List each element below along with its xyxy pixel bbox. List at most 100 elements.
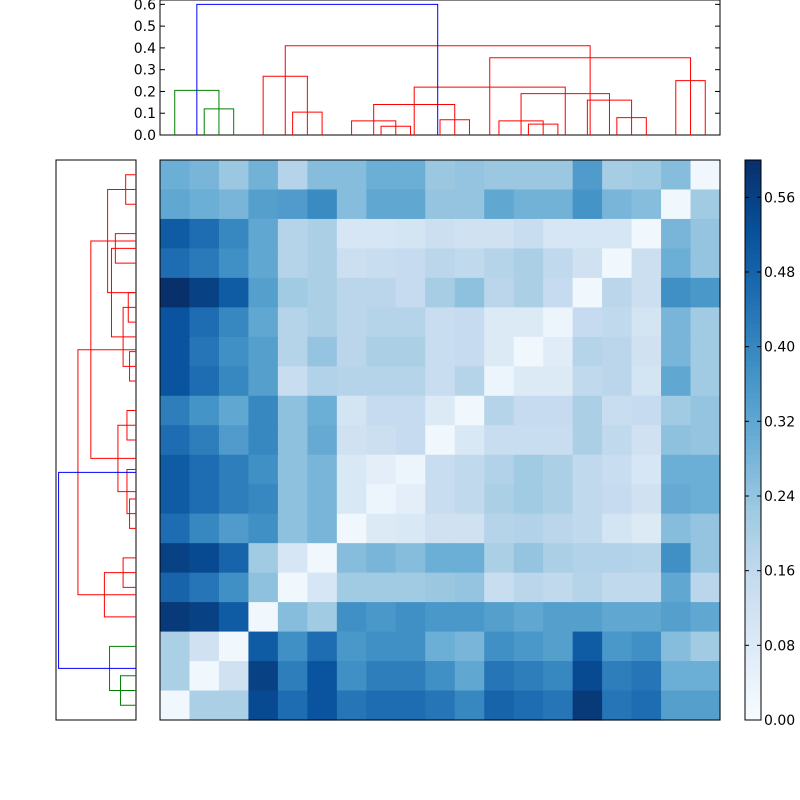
heatmap-cell <box>572 690 603 721</box>
colorbar-tick-label: 0.00 <box>764 713 795 729</box>
heatmap-cell <box>336 395 367 426</box>
heatmap-cell <box>248 661 279 692</box>
heatmap-cell <box>248 277 279 308</box>
y-tick-label: 0.2 <box>134 84 156 100</box>
heatmap-cell <box>454 189 485 220</box>
heatmap-cell <box>661 160 692 191</box>
heatmap-cell <box>366 366 397 397</box>
colorbar-swatch <box>745 360 761 366</box>
heatmap-cell <box>513 366 544 397</box>
heatmap-cell <box>484 661 515 692</box>
colorbar-swatch <box>745 183 761 189</box>
heatmap-cell <box>454 484 485 515</box>
heatmap-cell <box>661 690 692 721</box>
heatmap-cell <box>366 160 397 191</box>
heatmap-cell <box>248 248 279 279</box>
heatmap-cell <box>513 513 544 544</box>
heatmap-cell <box>189 572 220 603</box>
heatmap-cell <box>277 277 308 308</box>
left-dendrogram-frame <box>55 159 137 721</box>
heatmap-cell <box>572 189 603 220</box>
heatmap-cell <box>277 307 308 338</box>
heatmap-cell <box>366 631 397 662</box>
colorbar-tick-label: 0.40 <box>764 340 795 356</box>
heatmap-cell <box>602 543 633 574</box>
heatmap-cell <box>425 425 456 456</box>
heatmap-cell <box>189 395 220 426</box>
heatmap-cell <box>218 277 250 308</box>
heatmap-cell <box>572 277 603 308</box>
colorbar-swatch <box>745 552 761 558</box>
heatmap-cell <box>160 189 191 220</box>
heatmap-cell <box>395 277 426 308</box>
heatmap-cell <box>307 661 338 692</box>
heatmap-cell <box>690 631 721 662</box>
heatmap-cell <box>543 572 574 603</box>
colorbar-swatch <box>745 351 761 357</box>
heatmap-cell <box>543 690 574 721</box>
heatmap-cell <box>336 366 367 397</box>
heatmap-cell <box>189 218 220 250</box>
heatmap-cell <box>661 307 692 338</box>
heatmap-cell <box>602 631 633 662</box>
colorbar-swatch <box>745 295 761 301</box>
heatmap-cell <box>513 572 544 603</box>
heatmap-cell <box>307 366 338 397</box>
colorbar-swatch <box>745 379 761 385</box>
heatmap-cell <box>189 454 220 485</box>
heatmap-cell <box>454 307 485 338</box>
heatmap-cell <box>218 484 250 515</box>
heatmap-cell <box>425 543 456 574</box>
heatmap-cell <box>513 395 544 426</box>
heatmap-cell <box>454 395 485 426</box>
colorbar-swatch <box>745 496 761 502</box>
heatmap-cell <box>425 454 456 485</box>
heatmap-cell <box>307 425 338 456</box>
y-tick-label: 0.3 <box>134 63 156 79</box>
heatmap-cell <box>602 366 633 397</box>
heatmap-cell <box>661 366 692 397</box>
heatmap-cell <box>189 543 220 574</box>
heatmap-cell <box>160 248 191 279</box>
colorbar-swatch <box>745 230 761 236</box>
heatmap-cell <box>189 160 220 191</box>
colorbar-swatch <box>745 650 761 656</box>
heatmap-cell <box>661 248 692 279</box>
heatmap-cell <box>277 218 308 250</box>
heatmap-cell <box>484 454 515 485</box>
heatmap-cell <box>307 602 338 633</box>
heatmap-cell <box>189 631 220 662</box>
heatmap-cell <box>661 661 692 692</box>
colorbar-swatch <box>745 687 761 693</box>
heatmap-cell <box>631 307 662 338</box>
heatmap-cell <box>218 513 250 544</box>
heatmap-cell <box>631 189 662 220</box>
heatmap-cell <box>307 160 338 191</box>
colorbar-swatch <box>745 449 761 455</box>
heatmap-cell <box>631 513 662 544</box>
heatmap-cell <box>395 543 426 574</box>
heatmap-cell <box>336 631 367 662</box>
heatmap-cell <box>513 425 544 456</box>
heatmap-cell <box>454 631 485 662</box>
heatmap-cell <box>425 218 456 250</box>
colorbar-swatch <box>745 267 761 273</box>
heatmap-cell <box>513 218 544 250</box>
heatmap-cell <box>336 189 367 220</box>
colorbar-swatch <box>745 454 761 460</box>
colorbar-swatch <box>745 426 761 432</box>
heatmap-cell <box>218 366 250 397</box>
heatmap-cell <box>572 218 603 250</box>
heatmap-cell <box>572 425 603 456</box>
colorbar-swatch <box>745 304 761 310</box>
colorbar-swatch <box>745 631 761 637</box>
colorbar-swatch <box>745 253 761 259</box>
heatmap-cell <box>572 366 603 397</box>
colorbar-swatch <box>745 192 761 198</box>
heatmap-cell <box>395 248 426 279</box>
heatmap-cell <box>484 277 515 308</box>
heatmap-cell <box>631 366 662 397</box>
heatmap-cell <box>218 631 250 662</box>
heatmap-cell <box>248 572 279 603</box>
heatmap-cell <box>189 425 220 456</box>
